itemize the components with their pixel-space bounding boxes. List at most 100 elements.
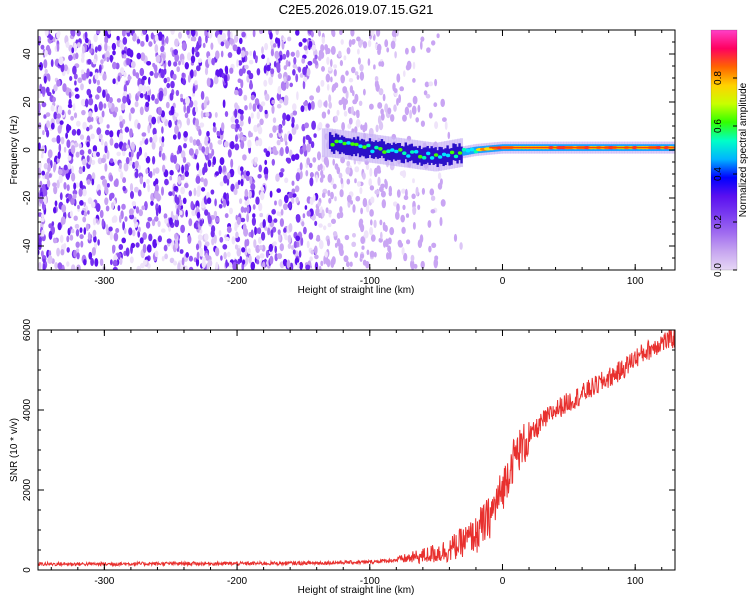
- spectrogram-noise-cell: [143, 84, 147, 95]
- spectrogram-noise-cell: [250, 261, 256, 270]
- spectrogram-noise-cell: [285, 114, 291, 122]
- spectrogram-noise-cell: [86, 68, 90, 78]
- spectrogram-noise-cell: [367, 58, 371, 66]
- spectrogram-noise-cell: [257, 126, 263, 135]
- signal-peak-cell: [441, 152, 447, 157]
- spectrogram-noise-cell: [169, 175, 173, 181]
- spectrogram-noise-cell: [437, 172, 442, 180]
- spectrogram-noise-cell: [115, 228, 120, 233]
- spectrogram-noise-cell: [181, 257, 185, 266]
- spectrogram-noise-cell: [147, 94, 151, 102]
- spectrogram-noise-cell: [77, 204, 80, 210]
- spectrogram-noise-cell: [122, 150, 126, 157]
- spectrogram-noise-cell: [71, 172, 76, 182]
- spectrogram-noise-cell: [278, 171, 284, 178]
- spectrogram-noise-cell: [98, 64, 102, 74]
- spectrogram-noise-cell: [112, 266, 118, 270]
- spectrogram-noise-cell: [196, 65, 201, 72]
- spectrogram-noise-cell: [82, 165, 86, 173]
- spectrogram-noise-cell: [325, 123, 330, 128]
- spectrogram-noise-cell: [228, 262, 233, 268]
- spectrogram-noise-cell: [303, 45, 308, 51]
- spectrogram-noise-cell: [305, 49, 309, 55]
- spectrogram-noise-cell: [87, 116, 92, 123]
- spectrogram-noise-cell: [264, 109, 268, 115]
- spectrogram-noise-cell: [105, 50, 110, 60]
- signal-core-cell: [346, 138, 350, 156]
- spectrogram-noise-cell: [365, 261, 370, 269]
- spectrogram-noise-cell: [338, 50, 342, 58]
- spectrogram-noise-cell: [116, 151, 121, 157]
- spectrogram-noise-cell: [218, 165, 222, 175]
- spectrogram-noise-cell: [250, 229, 254, 239]
- spectrogram-noise-cell: [71, 129, 77, 136]
- spectrogram-noise-cell: [453, 233, 458, 242]
- snr-series-line: [38, 330, 675, 568]
- spectrogram-noise-cell: [68, 91, 72, 99]
- spectrogram-noise-cell: [98, 101, 104, 111]
- spectrogram-noise-cell: [147, 217, 153, 222]
- spectrogram-noise-cell: [44, 69, 48, 74]
- spectrogram-noise-cell: [66, 247, 70, 253]
- spectrogram-noise-cell: [223, 74, 228, 84]
- signal-core-cell: [414, 146, 417, 164]
- spectrogram-noise-cell: [125, 157, 130, 165]
- spectrogram-noise-cell: [132, 68, 136, 77]
- spectrogram-noise-cell: [219, 181, 224, 187]
- spectrogram-noise-cell: [248, 254, 252, 264]
- spectrogram-noise-cell: [256, 259, 260, 265]
- spectrogram-noise-cell: [92, 217, 97, 226]
- spectrogram-noise-cell: [321, 192, 326, 198]
- spectrogram-noise-cell: [331, 218, 336, 224]
- signal-core-cell: [464, 148, 467, 156]
- spectrogram-noise-cell: [206, 130, 210, 137]
- y-tick-label: -40: [22, 238, 33, 253]
- spectrogram-noise-cell: [196, 189, 201, 198]
- spectrogram-noise-cell: [206, 77, 211, 87]
- spectrogram-noise-cell: [207, 259, 213, 267]
- spectrogram-noise-cell: [283, 65, 287, 71]
- spectrogram-noise-cell: [345, 70, 349, 76]
- spectrogram-noise-cell: [390, 114, 395, 122]
- spectrogram-noise-cell: [201, 187, 206, 192]
- spectrogram-noise-cell: [79, 227, 83, 233]
- spectrogram-noise-cell: [235, 231, 239, 239]
- spectrogram-noise-cell: [350, 30, 355, 37]
- x-tick-label: -100: [360, 276, 380, 287]
- spectrogram-noise-cell: [262, 219, 266, 229]
- spectrogram-noise-cell: [354, 126, 358, 134]
- signal-core-cell: [366, 141, 370, 159]
- spectrogram-noise-cell: [430, 195, 436, 201]
- spectrogram-noise-cell: [149, 71, 154, 76]
- signal-halo-cell: [327, 128, 331, 158]
- signal-peak-cell: [370, 149, 375, 154]
- spectrogram-noise-cell: [317, 201, 321, 207]
- spectrogram-noise-cell: [280, 168, 285, 173]
- signal-peak-cell: [429, 156, 435, 160]
- spectrogram-noise-cell: [87, 197, 93, 205]
- spectrogram-noise-cell: [282, 259, 287, 266]
- spectrogram-noise-cell: [276, 188, 282, 194]
- spectrogram-noise-cell: [152, 155, 156, 165]
- spectrogram-noise-cell: [78, 168, 83, 175]
- spectrogram-noise-cell: [177, 175, 182, 185]
- spectrogram-noise-cell: [397, 239, 402, 247]
- spectrogram-noise-cell: [151, 116, 157, 125]
- spectrogram-noise-cell: [226, 172, 231, 180]
- spectrogram-noise-cell: [184, 112, 189, 119]
- spectrogram-noise-cell: [38, 236, 42, 244]
- spectrogram-noise-cell: [76, 120, 81, 127]
- spectrogram-noise-cell: [58, 174, 63, 184]
- spectrogram-noise-cell: [195, 106, 198, 113]
- spectrogram-noise-cell: [338, 99, 343, 106]
- spectrogram-noise-cell: [213, 76, 219, 85]
- spectrogram-noise-cell: [57, 169, 63, 175]
- spectrogram-noise-cell: [428, 245, 432, 253]
- spectrogram-noise-cell: [168, 226, 172, 232]
- spectrogram-noise-cell: [241, 247, 246, 253]
- spectrogram-noise-cell: [70, 197, 75, 206]
- spectrogram-noise-cell: [295, 172, 301, 182]
- spectrogram-noise-cell: [48, 250, 52, 257]
- signal-peak-cell: [402, 151, 407, 155]
- spectrogram-noise-cell: [170, 30, 175, 35]
